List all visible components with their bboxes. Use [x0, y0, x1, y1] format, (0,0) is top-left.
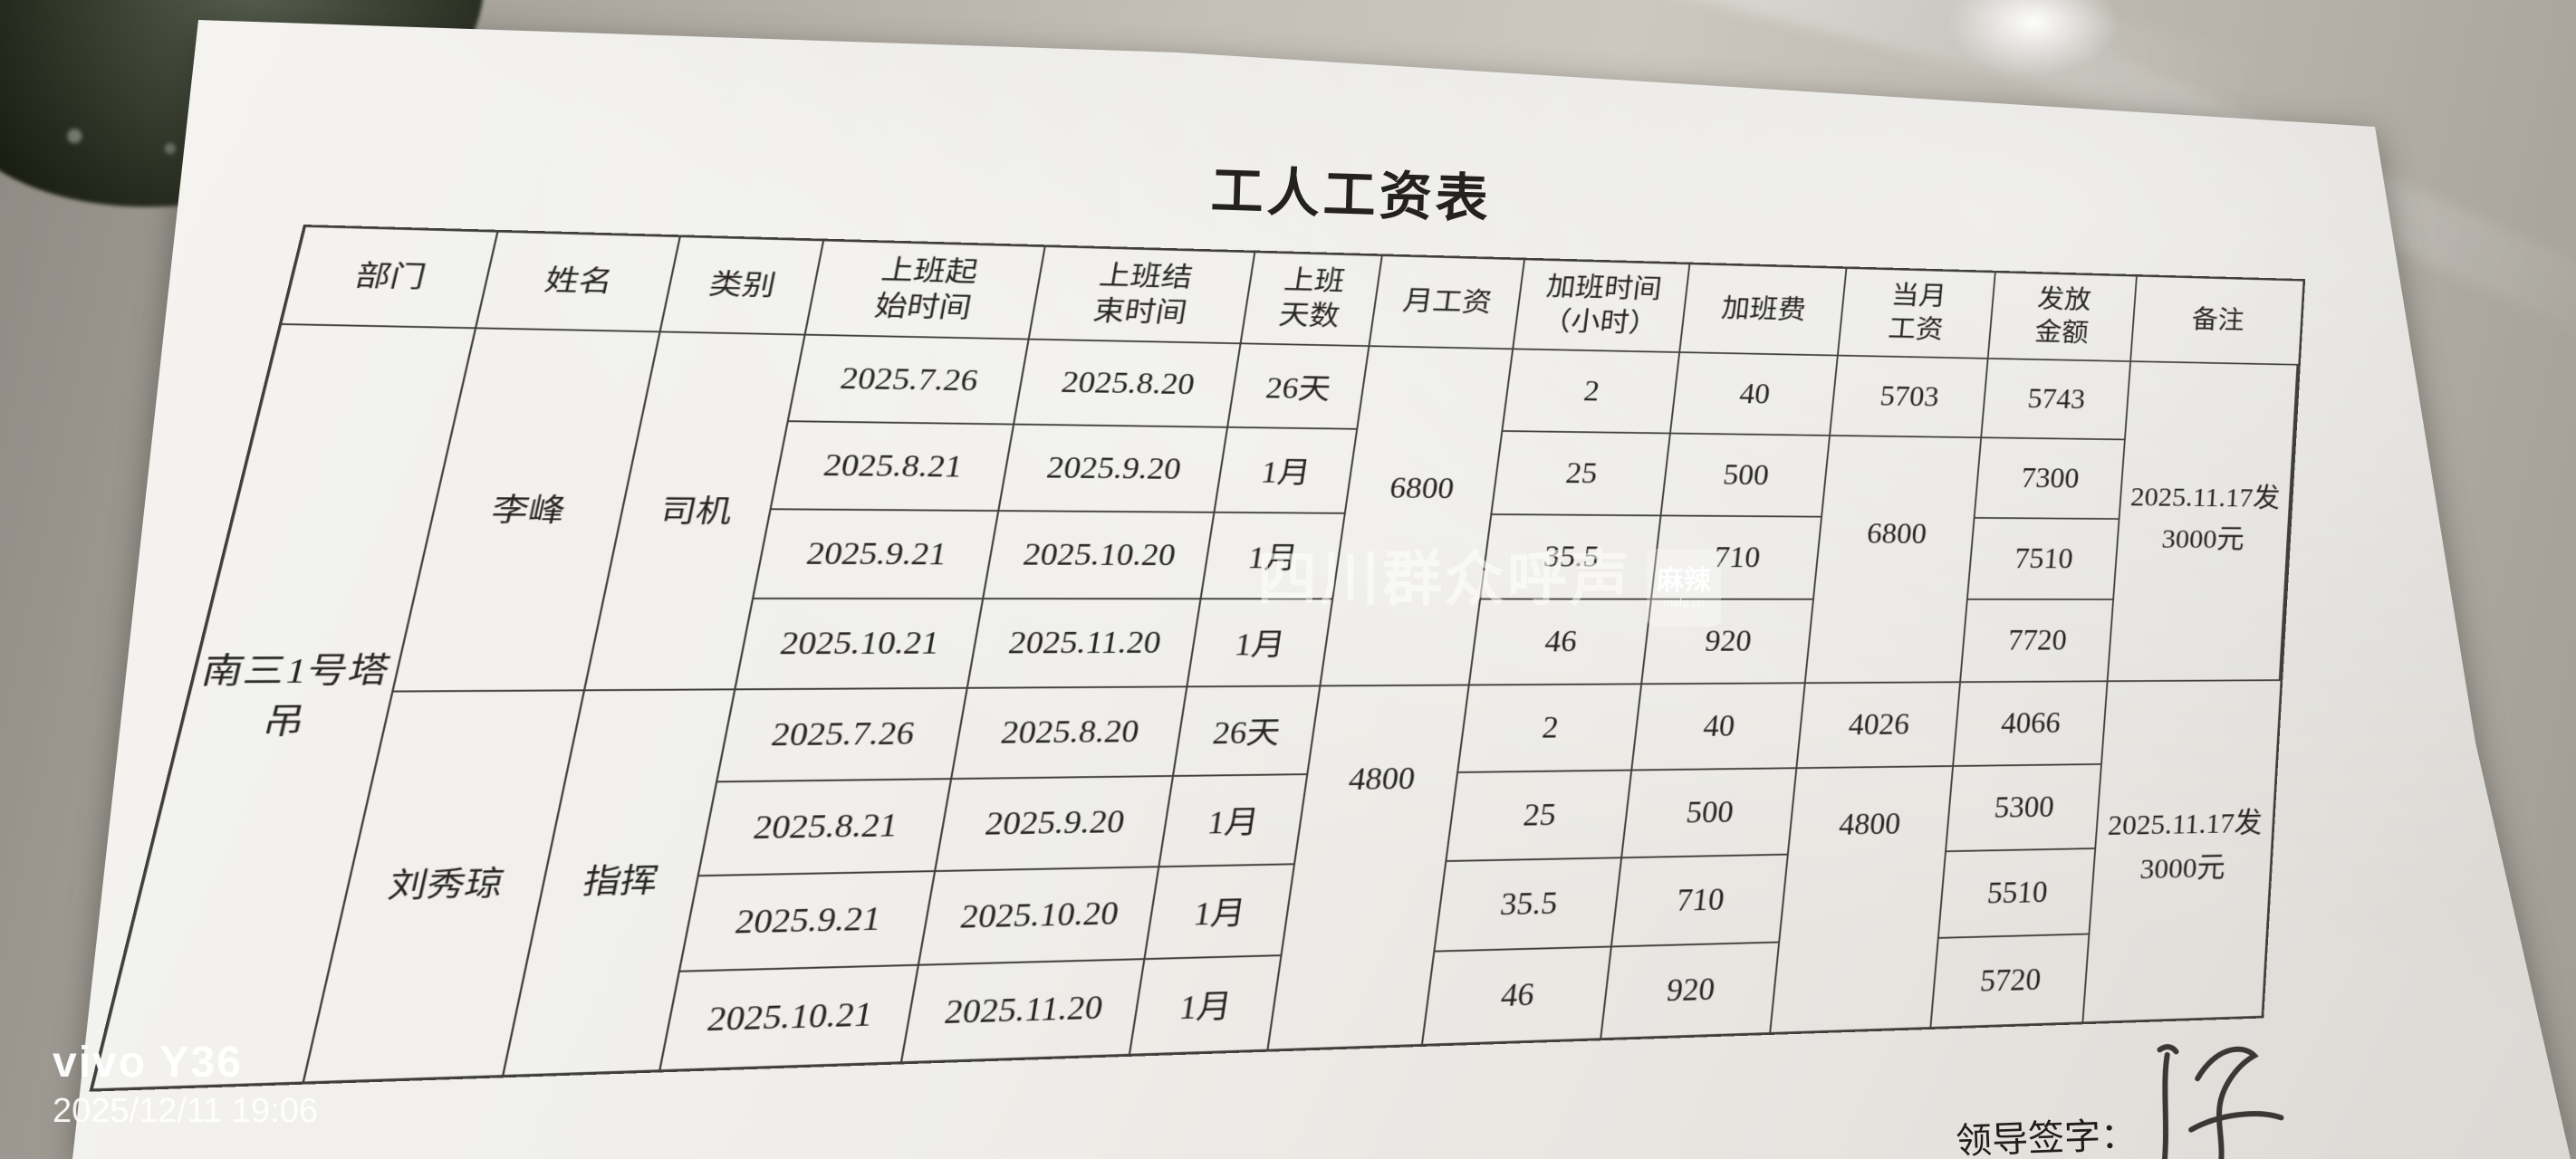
- badge-main-text: 麻辣: [1657, 565, 1711, 596]
- site-watermark: 四川群众呼声 麻辣 mala.cn: [1257, 549, 1721, 627]
- header-cell: 上班结 束时间: [1029, 247, 1256, 345]
- header-cell: 上班 天数: [1241, 253, 1383, 348]
- table-cell: 2025.9.21: [679, 872, 937, 972]
- table-cell: 40: [1670, 352, 1839, 436]
- current-month-cell: 4026: [1797, 683, 1961, 770]
- table-cell: 2025.8.20: [1014, 340, 1242, 428]
- table-cell: 2025.8.21: [771, 422, 1014, 512]
- table-cell: 25: [1492, 431, 1671, 517]
- table-cell: 2025.9.20: [936, 776, 1174, 873]
- table-cell: 2025.8.20: [952, 687, 1188, 781]
- camera-watermark-device: vivo Y36: [53, 1039, 243, 1087]
- badge-sub-text: mala.cn: [1663, 595, 1705, 609]
- header-cell: 部门: [282, 226, 499, 330]
- table-cell: 5300: [1946, 764, 2102, 853]
- table-cell: 2025.11.20: [902, 960, 1146, 1062]
- light-glare: [1947, 0, 2119, 77]
- table-cell: 1月: [1215, 427, 1359, 514]
- table-cell: 4066: [1953, 682, 2109, 767]
- table-cell: 5743: [1982, 359, 2131, 441]
- table-cell: 500: [1622, 769, 1798, 859]
- page-title: 工人工资表: [1209, 161, 1493, 229]
- table-cell: 2025.9.20: [999, 425, 1229, 513]
- table-cell: 2025.10.21: [735, 599, 985, 691]
- table-cell: 2: [1503, 350, 1681, 435]
- note-cell: 2025.11.17发 3000元: [2107, 808, 2264, 886]
- table-cell: 1月: [1130, 956, 1283, 1054]
- table-cell: 40: [1632, 684, 1806, 771]
- table-cell: 1月: [1159, 775, 1309, 868]
- table-cell: 920: [1601, 943, 1781, 1039]
- table-cell: 2025.10.21: [660, 965, 919, 1070]
- table-cell: 2025.7.26: [788, 335, 1030, 426]
- table-cell: 25: [1447, 771, 1633, 862]
- site-watermark-text: 四川群众呼声: [1257, 545, 1632, 612]
- signature-handwriting: [2157, 1044, 2284, 1159]
- table-cell: 7720: [1960, 599, 2114, 684]
- table-cell: 2025.10.20: [984, 512, 1216, 600]
- table-cell: 2025.11.20: [967, 599, 1202, 689]
- current-month-cell: 5703: [1830, 356, 1989, 439]
- header-cell: 加班费: [1680, 264, 1848, 357]
- table-cell: 5510: [1938, 848, 2097, 939]
- table-cell: 2025.8.21: [698, 780, 953, 877]
- header-cell: 类别: [660, 237, 825, 336]
- header-cell: 加班时间 （小时）: [1514, 260, 1691, 353]
- table-cell: 35.5: [1435, 858, 1623, 953]
- table-cell: 2025.9.21: [754, 510, 1000, 600]
- header-cell: 发放 金额: [1988, 273, 2138, 362]
- header-cell: 当月 工资: [1838, 268, 1996, 359]
- current-month-cell: 6800: [1805, 436, 1983, 685]
- table-cell: 26天: [1228, 344, 1370, 430]
- table-cell: 46: [1423, 947, 1612, 1044]
- header-cell: 上班起 始时间: [805, 241, 1046, 340]
- header-cell: 姓名: [476, 232, 681, 333]
- header-cell: 月工资: [1370, 256, 1525, 350]
- header-cell: 备注: [2130, 276, 2303, 366]
- table-cell: 26天: [1173, 686, 1322, 777]
- camera-watermark-datetime: 2025/12/11 19:06: [53, 1092, 319, 1130]
- current-month-cell: 4800: [1771, 766, 1954, 1032]
- table-cell: 2025.10.20: [918, 867, 1160, 966]
- site-watermark-badge: 麻辣 mala.cn: [1647, 549, 1721, 627]
- note-cell: 2025.11.17发 3000元: [2108, 361, 2299, 683]
- table-cell: 500: [1661, 434, 1831, 518]
- table-cell: 7510: [1967, 518, 2120, 600]
- table-cell: 1月: [1145, 865, 1295, 961]
- table-cell: 2: [1458, 685, 1643, 773]
- table-cell: 2025.7.26: [717, 688, 968, 783]
- wage-table: 部门 姓名 类别 上班起 始时间 上班结 束时间 上班 天数 月工资 加班时间 …: [89, 225, 2306, 1092]
- table-cell: 710: [1611, 855, 1789, 948]
- table-cell: 5720: [1931, 934, 2091, 1027]
- table-cell: 7300: [1975, 438, 2126, 520]
